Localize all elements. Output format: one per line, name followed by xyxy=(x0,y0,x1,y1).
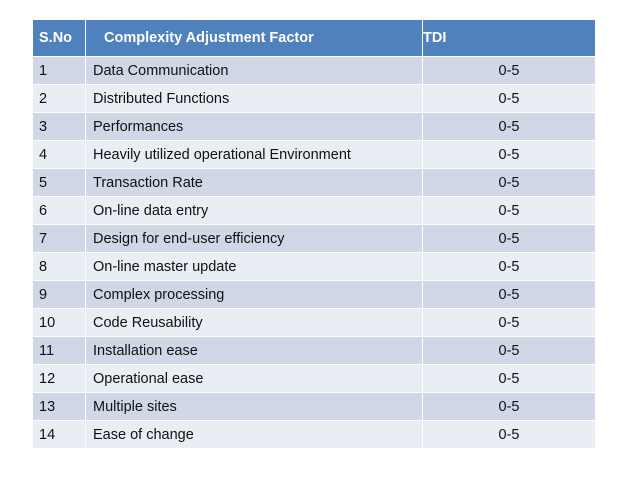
row-sno-cell: 7 xyxy=(32,224,86,253)
row-factor-cell: Distributed Functions xyxy=(85,84,423,113)
row-sno-cell: 14 xyxy=(32,420,86,449)
row-factor-cell: On-line master update xyxy=(85,252,423,281)
row-tdi-cell: 0-5 xyxy=(422,196,596,225)
table-row: 1 Data Communication 0-5 xyxy=(32,56,596,85)
row-tdi-cell: 0-5 xyxy=(422,280,596,309)
table-row: 2 Distributed Functions 0-5 xyxy=(32,84,596,113)
table-row: 9 Complex processing 0-5 xyxy=(32,280,596,309)
row-factor-cell: Transaction Rate xyxy=(85,168,423,197)
row-tdi-cell: 0-5 xyxy=(422,56,596,85)
table-row: 3 Performances 0-5 xyxy=(32,112,596,141)
row-factor-cell: Multiple sites xyxy=(85,392,423,421)
row-factor-cell: Code Reusability xyxy=(85,308,423,337)
row-tdi-cell: 0-5 xyxy=(422,336,596,365)
row-factor-cell: Heavily utilized operational Environment xyxy=(85,140,423,169)
header-row: S.No Complexity Adjustment Factor TDI xyxy=(32,19,596,57)
header-tdi: TDI xyxy=(422,19,596,57)
row-factor-cell: Installation ease xyxy=(85,336,423,365)
row-sno-cell: 11 xyxy=(32,336,86,365)
row-factor-cell: Design for end-user efficiency xyxy=(85,224,423,253)
row-factor-cell: Operational ease xyxy=(85,364,423,393)
row-factor-cell: Data Communication xyxy=(85,56,423,85)
row-sno-cell: 9 xyxy=(32,280,86,309)
table-header: S.No Complexity Adjustment Factor TDI xyxy=(32,19,596,57)
table-row: 10 Code Reusability 0-5 xyxy=(32,308,596,337)
table-row: 13 Multiple sites 0-5 xyxy=(32,392,596,421)
table-row: 14 Ease of change 0-5 xyxy=(32,420,596,449)
row-tdi-cell: 0-5 xyxy=(422,420,596,449)
row-tdi-cell: 0-5 xyxy=(422,252,596,281)
row-factor-cell: Ease of change xyxy=(85,420,423,449)
table-row: 6 On-line data entry 0-5 xyxy=(32,196,596,225)
row-sno-cell: 3 xyxy=(32,112,86,141)
row-sno-cell: 12 xyxy=(32,364,86,393)
header-sno: S.No xyxy=(32,19,86,57)
table-row: 12 Operational ease 0-5 xyxy=(32,364,596,393)
row-factor-cell: Performances xyxy=(85,112,423,141)
row-sno-cell: 2 xyxy=(32,84,86,113)
row-sno-cell: 13 xyxy=(32,392,86,421)
row-factor-cell: Complex processing xyxy=(85,280,423,309)
row-tdi-cell: 0-5 xyxy=(422,392,596,421)
row-tdi-cell: 0-5 xyxy=(422,364,596,393)
table-body: 1 Data Communication 0-5 2 Distributed Funct… xyxy=(32,56,596,449)
row-tdi-cell: 0-5 xyxy=(422,84,596,113)
row-tdi-cell: 0-5 xyxy=(422,112,596,141)
table-row: 7 Design for end-user efficiency 0-5 xyxy=(32,224,596,253)
row-tdi-cell: 0-5 xyxy=(422,308,596,337)
row-factor-cell: On-line data entry xyxy=(85,196,423,225)
table-row: 4 Heavily utilized operational Environmen… xyxy=(32,140,596,169)
row-sno-cell: 1 xyxy=(32,56,86,85)
row-tdi-cell: 0-5 xyxy=(422,140,596,169)
row-tdi-cell: 0-5 xyxy=(422,224,596,253)
row-tdi-cell: 0-5 xyxy=(422,168,596,197)
row-sno-cell: 5 xyxy=(32,168,86,197)
table-row: 8 On-line master update 0-5 xyxy=(32,252,596,281)
table-row: 11 Installation ease 0-5 xyxy=(32,336,596,365)
header-factor: Complexity Adjustment Factor xyxy=(85,19,423,57)
table-row: 5 Transaction Rate 0-5 xyxy=(32,168,596,197)
row-sno-cell: 10 xyxy=(32,308,86,337)
row-sno-cell: 4 xyxy=(32,140,86,169)
row-sno-cell: 8 xyxy=(32,252,86,281)
row-sno-cell: 6 xyxy=(32,196,86,225)
